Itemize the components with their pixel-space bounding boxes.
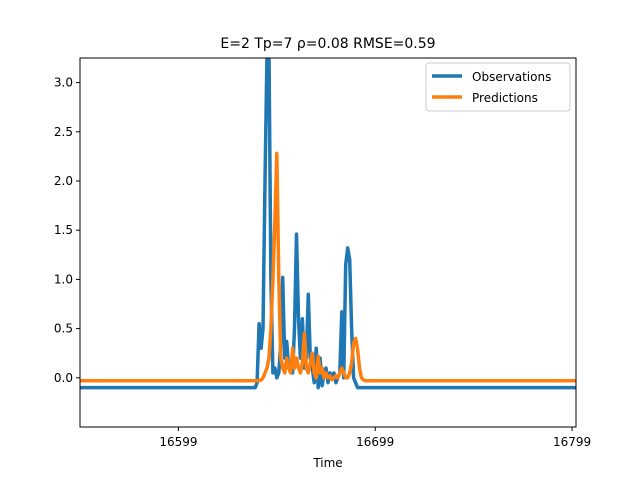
y-tick-label: 1.5 <box>54 223 73 237</box>
y-tick-label: 3.0 <box>54 76 73 90</box>
x-axis: 16599 16699 16799 <box>159 427 591 449</box>
legend: Observations Predictions <box>425 62 571 112</box>
series-layer <box>80 58 576 390</box>
y-tick-label: 2.0 <box>54 174 73 188</box>
y-axis: 0.0 0.5 1.0 1.5 2.0 2.5 3.0 <box>54 76 80 385</box>
plot-frame <box>79 57 577 428</box>
x-tick-label: 16699 <box>356 435 394 449</box>
y-tick-label: 2.5 <box>54 125 73 139</box>
x-axis-label: Time <box>312 456 342 470</box>
x-tick-label: 16599 <box>159 435 197 449</box>
chart-title: E=2 Tp=7 ρ=0.08 RMSE=0.59 <box>220 36 435 52</box>
series-line-predictions <box>80 151 576 383</box>
legend-label-predictions: Predictions <box>472 91 538 105</box>
y-tick-label: 1.0 <box>54 272 73 286</box>
y-tick-label: 0.5 <box>54 322 73 336</box>
x-tick-label: 16799 <box>553 435 591 449</box>
y-tick-label: 0.0 <box>54 371 73 385</box>
legend-label-observations: Observations <box>472 70 551 84</box>
